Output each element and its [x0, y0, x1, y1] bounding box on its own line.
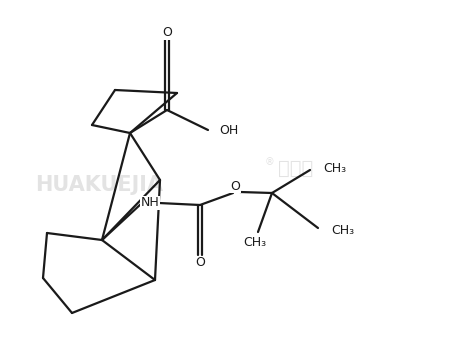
Text: ®: ® — [265, 157, 275, 167]
Text: OH: OH — [219, 123, 238, 136]
Text: HUAKUEJIA: HUAKUEJIA — [35, 175, 163, 195]
Text: NH: NH — [140, 197, 159, 210]
Text: 化学机: 化学机 — [278, 158, 313, 177]
Text: O: O — [195, 256, 205, 269]
Text: CH₃: CH₃ — [331, 224, 354, 237]
Text: CH₃: CH₃ — [243, 236, 267, 249]
Text: O: O — [162, 26, 172, 39]
Text: CH₃: CH₃ — [323, 161, 346, 174]
Text: O: O — [230, 180, 240, 193]
